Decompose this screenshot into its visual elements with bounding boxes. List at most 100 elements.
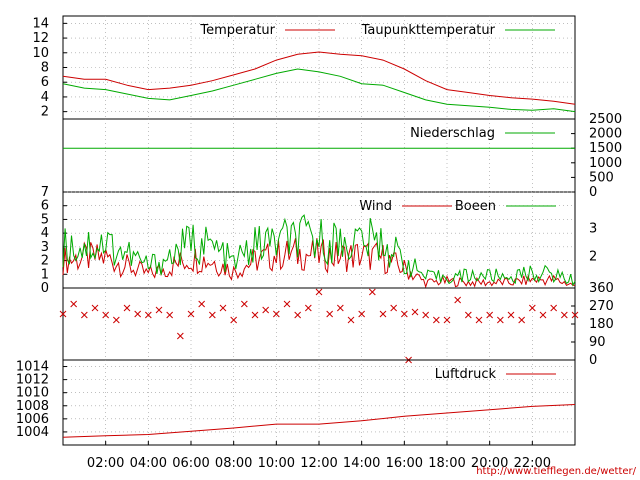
series-luftdruck <box>62 404 576 438</box>
direction-point <box>486 311 494 319</box>
direction-point <box>550 304 558 312</box>
y-tick-label: 1010 <box>16 386 49 401</box>
x-tick-label: 02:00 <box>87 456 124 471</box>
y2-tick-label: 2 <box>589 249 597 264</box>
y-tick-label: 10 <box>32 46 49 61</box>
direction-point <box>208 311 216 319</box>
y-tick-label: 2 <box>41 254 49 269</box>
direction-point <box>336 304 344 312</box>
direction-point <box>368 288 376 296</box>
direction-point <box>134 310 142 318</box>
y-tick-label: 1014 <box>16 360 49 375</box>
legend-label: Luftdruck <box>435 367 497 382</box>
direction-point <box>230 316 238 324</box>
direction-point <box>59 310 67 318</box>
y-tick-label: 4 <box>41 226 49 241</box>
direction-point <box>432 316 440 324</box>
direction-point <box>571 311 579 319</box>
direction-point <box>240 300 248 308</box>
direction-point <box>70 300 78 308</box>
direction-point <box>219 304 227 312</box>
y-tick-label: 1004 <box>16 425 49 440</box>
direction-point <box>294 311 302 319</box>
y-tick-label: 2500 <box>589 112 622 127</box>
direction-point <box>560 311 568 319</box>
direction-point <box>496 316 504 324</box>
x-axis: 02:00 04:00 06:00 08:00 10:00 12:00 14:00 16:00… <box>87 441 551 471</box>
direction-point <box>123 304 131 312</box>
y-tick-label: 180 <box>589 317 614 332</box>
legend-label: Boeen <box>455 199 496 214</box>
y-tick-label: 1008 <box>16 399 49 414</box>
direction-point <box>347 316 355 324</box>
direction-point <box>443 316 451 324</box>
legend-label: Niederschlag <box>410 126 495 141</box>
direction-point <box>518 316 526 324</box>
direction-point <box>464 311 472 319</box>
y-tick-label: 0 <box>589 353 597 368</box>
direction-point <box>176 332 184 340</box>
x-tick-label: 12:00 <box>300 456 337 471</box>
direction-point <box>475 316 483 324</box>
direction-point <box>251 311 259 319</box>
x-tick-label: 20:00 <box>471 456 508 471</box>
x-tick-label: 22:00 <box>514 456 551 471</box>
y-tick-label: 1006 <box>16 412 49 427</box>
y2-tick-label: 3 <box>589 221 597 236</box>
y-tick-label: 270 <box>589 299 614 314</box>
direction-point <box>304 304 312 312</box>
direction-point <box>454 296 462 304</box>
y-tick-label: 0 <box>41 281 49 296</box>
direction-point <box>411 308 419 316</box>
legend-label: Taupunkttemperatur <box>361 23 496 38</box>
y-tick-label: 500 <box>589 170 614 185</box>
panel-wind_direction: 0 90 180 270 360 <box>59 281 614 368</box>
y-tick-label: 1 <box>41 267 49 282</box>
y-tick-label: 4 <box>41 90 49 105</box>
direction-point <box>315 288 323 296</box>
direction-point <box>358 310 366 318</box>
direction-point <box>422 311 430 319</box>
y-tick-label: 1500 <box>589 141 622 156</box>
direction-point <box>272 310 280 318</box>
direction-point <box>102 311 110 319</box>
legend-label: Temperatur <box>199 23 275 38</box>
x-tick-label: 10:00 <box>258 456 295 471</box>
direction-point <box>80 311 88 319</box>
x-tick-label: 06:00 <box>172 456 209 471</box>
direction-point <box>379 310 387 318</box>
direction-point <box>166 311 174 319</box>
y-tick-label: 90 <box>589 335 606 350</box>
y-tick-label: 1012 <box>16 373 49 388</box>
y-tick-label: 2 <box>41 105 49 120</box>
direction-point <box>390 304 398 312</box>
x-tick-label: 08:00 <box>215 456 252 471</box>
source-url[interactable]: http://www.tiefflegen.de/wetter/ <box>476 466 636 477</box>
series-boeen <box>62 214 576 287</box>
direction-point <box>144 311 152 319</box>
direction-point <box>262 306 270 314</box>
y-tick-label: 3 <box>41 240 49 255</box>
x-tick-label: 16:00 <box>386 456 423 471</box>
y-tick-label: 6 <box>41 199 49 214</box>
series-taupunkttemperatur <box>62 68 576 113</box>
direction-point <box>400 310 408 318</box>
direction-point <box>539 311 547 319</box>
legend-label: Wind <box>359 199 392 214</box>
direction-point <box>155 306 163 314</box>
direction-point <box>283 300 291 308</box>
direction-point <box>112 316 120 324</box>
y-tick-label: 5 <box>41 212 49 227</box>
y-tick-label: 0 <box>589 185 597 200</box>
direction-point <box>507 311 515 319</box>
y-tick-label: 360 <box>589 281 614 296</box>
y-tick-label: 2000 <box>589 127 622 142</box>
x-tick-label: 18:00 <box>428 456 465 471</box>
y-tick-label: 8 <box>41 61 49 76</box>
